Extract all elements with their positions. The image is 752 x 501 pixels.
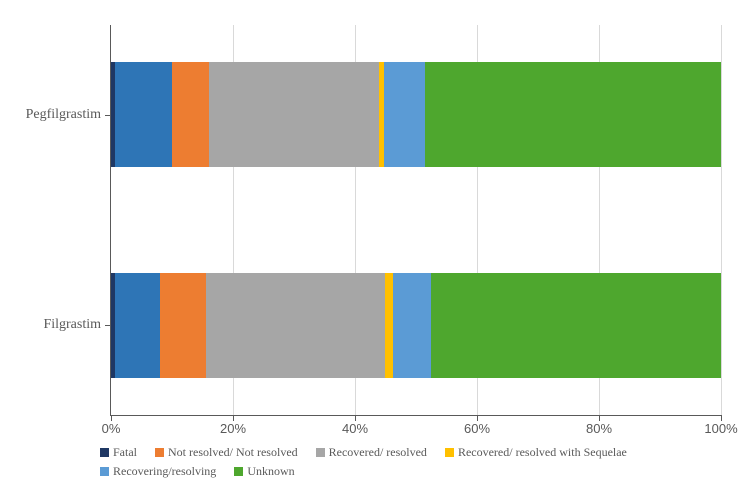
bar-segment xyxy=(115,273,160,378)
legend-label: Fatal xyxy=(113,445,137,460)
x-tick-label: 40% xyxy=(342,421,368,436)
gridline xyxy=(721,25,722,415)
legend-item: Recovered/ resolved with Sequelae xyxy=(445,445,627,460)
x-tick-label: 100% xyxy=(704,421,737,436)
legend-item: Recovered/ resolved xyxy=(316,445,427,460)
legend-swatch xyxy=(100,467,109,476)
legend-item: Not resolved/ Not resolved xyxy=(155,445,298,460)
legend-label: Unknown xyxy=(247,464,294,479)
bar-segment xyxy=(425,62,721,167)
bar-row xyxy=(111,62,721,167)
legend-item: Unknown xyxy=(234,464,294,479)
plot-area: 0%20%40%60%80%100%PegfilgrastimFilgrasti… xyxy=(110,25,721,416)
legend-label: Not resolved/ Not resolved xyxy=(168,445,298,460)
bar-row xyxy=(111,273,721,378)
legend: Fatal Not resolved/ Not resolved Recovered… xyxy=(100,445,730,483)
bar-segment xyxy=(385,273,392,378)
legend-swatch xyxy=(155,448,164,457)
category-label: Pegfilgrastim xyxy=(26,107,101,123)
legend-item: Recovering/resolving xyxy=(100,464,216,479)
bar-segment xyxy=(160,273,206,378)
legend-label: Recovering/resolving xyxy=(113,464,216,479)
legend-swatch xyxy=(316,448,325,457)
bar-segment xyxy=(115,62,172,167)
legend-swatch xyxy=(234,467,243,476)
bar-segment xyxy=(393,273,431,378)
x-tick-label: 60% xyxy=(464,421,490,436)
bar-segment xyxy=(209,62,380,167)
bar-segment xyxy=(172,62,209,167)
bar-segment xyxy=(384,62,425,167)
legend-swatch xyxy=(100,448,109,457)
stacked-bar-chart: 0% 20% 40% 60% 80% 100% Pegfilgrastim Filgrasti… xyxy=(0,0,752,501)
category-label: Filgrastim xyxy=(43,317,101,333)
legend-label: Recovered/ resolved with Sequelae xyxy=(458,445,627,460)
x-tick-label: 80% xyxy=(586,421,612,436)
x-tick-label: 0% xyxy=(102,421,121,436)
bar-segment xyxy=(431,273,721,378)
bar-segment xyxy=(206,273,386,378)
x-tick-label: 20% xyxy=(220,421,246,436)
legend-label: Recovered/ resolved xyxy=(329,445,427,460)
legend-item: Fatal xyxy=(100,445,137,460)
legend-swatch xyxy=(445,448,454,457)
